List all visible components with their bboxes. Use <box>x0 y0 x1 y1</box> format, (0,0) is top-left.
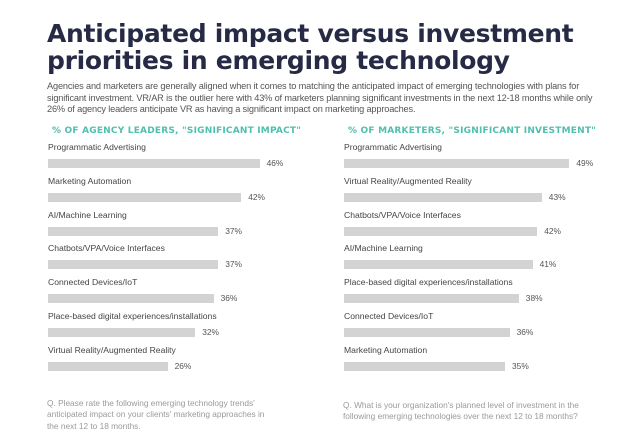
bar <box>48 159 260 168</box>
category-label: Place-based digital experiences/installa… <box>344 277 513 288</box>
agency-footnote: Q. Please rate the following emerging te… <box>47 398 265 431</box>
bar-row: Chatbots/VPA/Voice Interfaces 37% <box>48 241 318 275</box>
chart-title: % OF AGENCY LEADERS, "SIGNIFICANT IMPACT… <box>52 126 302 136</box>
value-label: 42% <box>544 225 561 236</box>
value-label: 37% <box>225 225 242 236</box>
category-label: Programmatic Advertising <box>48 142 146 152</box>
bar <box>48 226 219 236</box>
bar-row: Chatbots/VPA/Voice Interfaces 42% <box>344 208 614 242</box>
bar <box>344 226 538 236</box>
bar <box>48 260 219 270</box>
bar-rows: Programmatic Advertising 46% Marketing Aut… <box>48 140 318 377</box>
category-label: Marketing Automation <box>344 344 428 355</box>
value-label: 41% <box>539 259 557 270</box>
bar-row: Virtual Reality/Augmented Reality 26% <box>48 343 318 377</box>
bar <box>344 294 519 304</box>
page-title: Anticipated impact versus investment pri… <box>47 19 574 75</box>
bar <box>344 260 533 270</box>
bar-row: Virtual Reality/Augmented Reality 43% <box>344 174 614 208</box>
category-label: Place-based digital experiences/installa… <box>48 310 217 321</box>
bar-rows: Programmatic Advertising 49% Virtual Reali… <box>344 140 614 377</box>
bar <box>48 327 196 337</box>
bar-row: AI/Machine Learning 41% <box>344 241 614 275</box>
value-label: 49% <box>576 158 594 168</box>
category-label: Virtual Reality/Augmented Reality <box>344 175 472 186</box>
bar <box>48 361 168 371</box>
bar <box>344 159 570 168</box>
chart-title: % OF MARKETERS, "SIGNIFICANT INVESTMENT" <box>348 126 597 136</box>
value-label: 26% <box>174 360 192 371</box>
intro-paragraph: Agencies and marketers are generally ali… <box>47 81 593 114</box>
value-label: 32% <box>202 326 219 337</box>
value-label: 37% <box>225 259 242 270</box>
value-label: 36% <box>516 326 534 337</box>
category-label: Programmatic Advertising <box>344 142 442 152</box>
bar-row: Connected Devices/IoT 36% <box>344 309 614 343</box>
category-label: Virtual Reality/Augmented Reality <box>48 344 176 355</box>
bar <box>48 294 214 304</box>
bar <box>344 327 510 337</box>
category-label: Connected Devices/IoT <box>48 277 138 288</box>
value-label: 38% <box>525 293 543 304</box>
value-label: 46% <box>266 158 284 168</box>
category-label: AI/Machine Learning <box>344 243 423 254</box>
category-label: Chatbots/VPA/Voice Interfaces <box>48 243 165 254</box>
value-label: 36% <box>220 293 238 304</box>
value-label: 35% <box>512 360 529 371</box>
category-label: Marketing Automation <box>48 175 132 186</box>
marketers-footnote: Q. What is your organization's planned l… <box>343 400 579 422</box>
bar-row: Marketing Automation 42% <box>48 174 318 208</box>
category-label: AI/Machine Learning <box>48 209 127 220</box>
bar-row: Programmatic Advertising 49% <box>344 140 614 174</box>
agency-leaders-chart: % OF AGENCY LEADERS, "SIGNIFICANT IMPACT… <box>48 126 318 377</box>
bar-row: AI/Machine Learning 37% <box>48 208 318 242</box>
marketers-chart: % OF MARKETERS, "SIGNIFICANT INVESTMENT"… <box>344 126 614 377</box>
value-label: 43% <box>548 191 566 202</box>
bar <box>48 192 242 202</box>
bar <box>344 361 505 371</box>
bar-row: Place-based digital experiences/installa… <box>48 309 318 343</box>
bar-row: Connected Devices/IoT 36% <box>48 275 318 309</box>
category-label: Connected Devices/IoT <box>344 310 434 321</box>
bar-row: Place-based digital experiences/installa… <box>344 275 614 309</box>
value-label: 42% <box>248 191 265 202</box>
category-label: Chatbots/VPA/Voice Interfaces <box>344 209 461 220</box>
bar-row: Programmatic Advertising 46% <box>48 140 318 174</box>
bar-row: Marketing Automation 35% <box>344 343 614 377</box>
bar <box>344 192 542 202</box>
